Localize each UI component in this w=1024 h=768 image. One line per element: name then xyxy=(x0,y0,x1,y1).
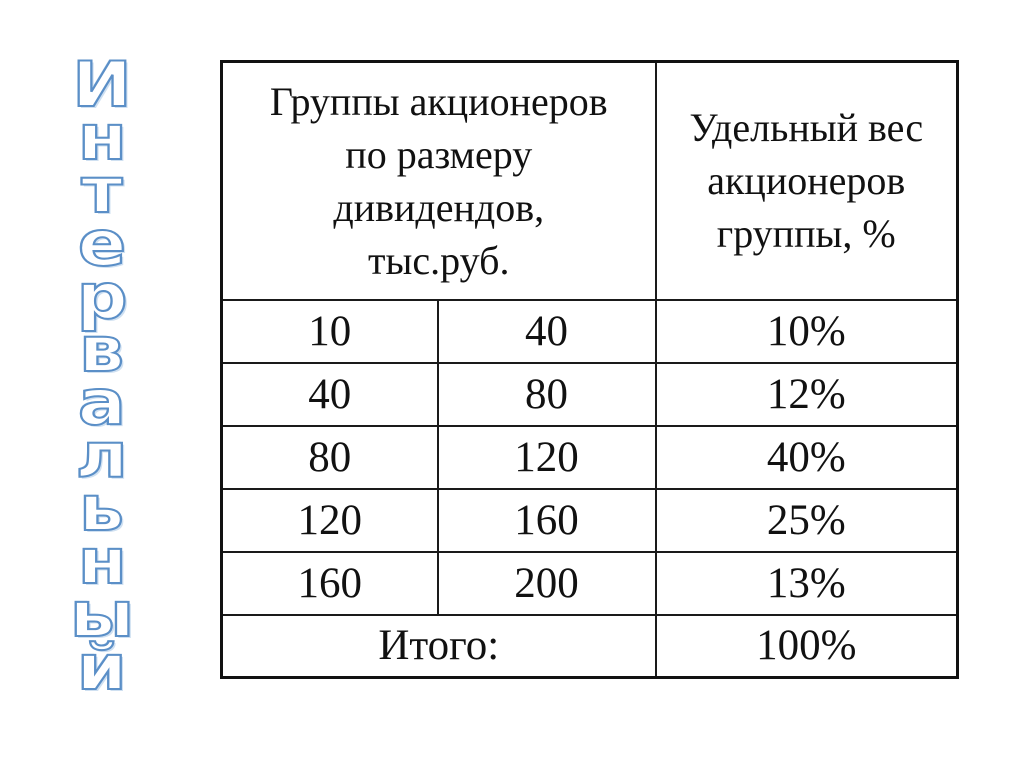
range-from-cell: 120 xyxy=(220,487,439,553)
header-group-line: по размеру xyxy=(345,131,533,177)
title-letter: ы xyxy=(69,578,136,651)
table-row: 160 200 13% xyxy=(220,550,959,616)
title-letter: е xyxy=(77,207,128,280)
table-row: 120 160 25% xyxy=(220,487,959,553)
title-letter: р xyxy=(75,260,128,333)
table-row: 10 40 10% xyxy=(220,298,959,364)
total-share-cell: 100% xyxy=(654,613,959,679)
range-to-cell: 80 xyxy=(436,361,657,427)
header-group-line: Группы акционеров xyxy=(269,78,608,124)
range-from-cell: 10 xyxy=(220,298,439,364)
range-from-cell: 80 xyxy=(220,424,439,490)
header-group-line: дивидендов, xyxy=(333,184,545,230)
title-letter: а xyxy=(77,366,127,439)
title-letter: И xyxy=(71,48,133,121)
header-share-line: Удельный вес xyxy=(689,105,924,151)
header-share-cell: Удельный вес акционеров группы, % xyxy=(654,60,959,301)
title-letter: т xyxy=(80,154,124,227)
share-cell: 10% xyxy=(654,298,959,364)
title-letter: в xyxy=(78,313,125,386)
vertical-title-word: И н т е р в а л ь н ы й xyxy=(62,48,142,704)
title-letter: ь xyxy=(78,472,125,545)
header-share-line: группы, % xyxy=(716,211,896,257)
dividend-table-container: Группы акционеров по размеру дивидендов,… xyxy=(220,60,959,679)
range-to-cell: 160 xyxy=(436,487,657,553)
header-group-line: тыс.руб. xyxy=(368,237,510,283)
table-row: 80 120 40% xyxy=(220,424,959,490)
range-from-cell: 160 xyxy=(220,550,439,616)
range-to-cell: 200 xyxy=(436,550,657,616)
share-cell: 25% xyxy=(654,487,959,553)
title-letter: н xyxy=(76,101,128,174)
title-letter: й xyxy=(76,631,128,704)
table-total-row: Итого: 100% xyxy=(220,613,959,679)
title-letter: н xyxy=(76,525,128,598)
table-header-row: Группы акционеров по размеру дивидендов,… xyxy=(220,60,959,301)
header-share-line: акционеров xyxy=(707,158,906,204)
table-row: 40 80 12% xyxy=(220,361,959,427)
range-from-cell: 40 xyxy=(220,361,439,427)
header-group-cell: Группы акционеров по размеру дивидендов,… xyxy=(220,60,657,301)
share-cell: 12% xyxy=(654,361,959,427)
dividend-table: Группы акционеров по размеру дивидендов,… xyxy=(220,60,959,679)
total-label-cell: Итого: xyxy=(220,613,657,679)
share-cell: 13% xyxy=(654,550,959,616)
share-cell: 40% xyxy=(654,424,959,490)
range-to-cell: 40 xyxy=(436,298,657,364)
title-letter: л xyxy=(75,419,130,492)
range-to-cell: 120 xyxy=(436,424,657,490)
